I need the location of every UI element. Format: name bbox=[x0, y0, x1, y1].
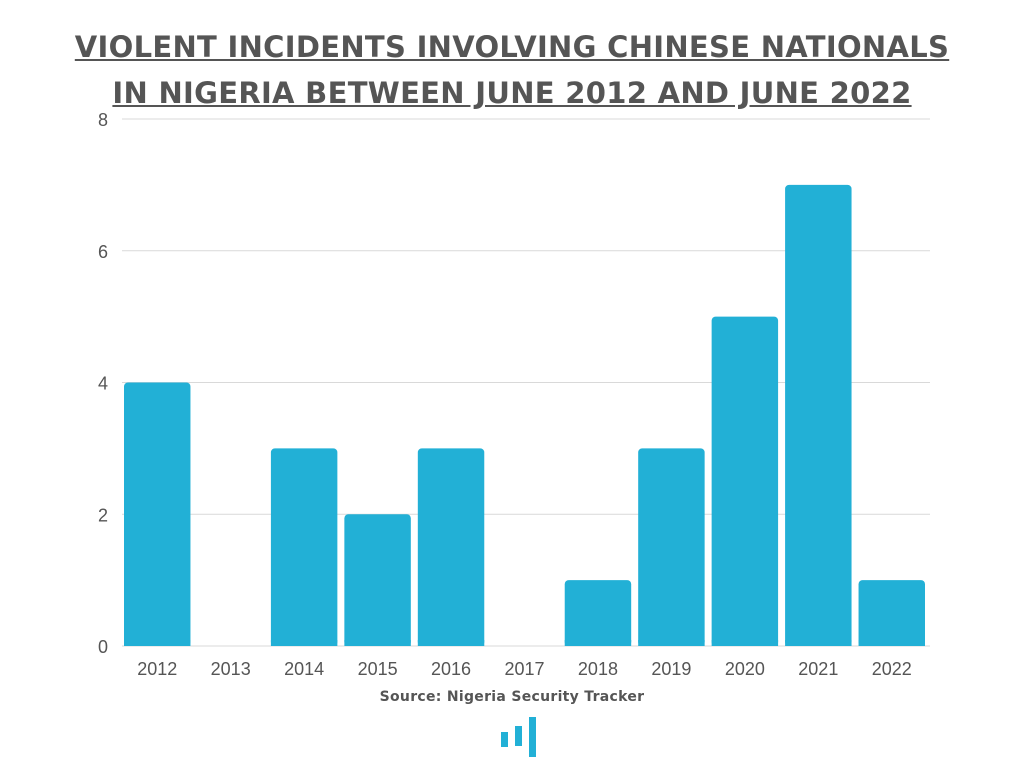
x-tick-label: 2015 bbox=[358, 659, 398, 679]
y-tick-label: 8 bbox=[98, 110, 108, 130]
y-tick-label: 6 bbox=[98, 242, 108, 262]
x-tick-label: 2022 bbox=[872, 659, 912, 679]
bar-base-2014 bbox=[270, 640, 338, 646]
bar-2019 bbox=[638, 448, 705, 646]
x-tick-label: 2012 bbox=[137, 659, 177, 679]
bar-2012 bbox=[124, 382, 191, 646]
x-tick-label: 2014 bbox=[284, 659, 324, 679]
chart-title-line-2: IN NIGERIA BETWEEN JUNE 2012 AND JUNE 20… bbox=[112, 76, 912, 110]
x-tick-label: 2017 bbox=[504, 659, 544, 679]
bar-logo-icon bbox=[501, 717, 536, 757]
x-tick-label: 2018 bbox=[578, 659, 618, 679]
bar-2021 bbox=[785, 184, 852, 646]
y-tick-label: 2 bbox=[98, 505, 108, 525]
x-tick-label: 2019 bbox=[651, 659, 691, 679]
bar-base-2021 bbox=[785, 640, 852, 646]
x-tick-label: 2016 bbox=[431, 659, 471, 679]
bar-base-2022 bbox=[858, 640, 925, 646]
bar-2022 bbox=[858, 580, 925, 646]
bar-base-2016 bbox=[417, 640, 485, 646]
y-tick-label: 4 bbox=[98, 374, 108, 394]
bar-base-2018 bbox=[564, 640, 632, 646]
x-tick-label: 2021 bbox=[798, 659, 838, 679]
bar-2020 bbox=[711, 316, 779, 646]
bar-base-2020 bbox=[711, 640, 779, 646]
bar-2014 bbox=[270, 448, 338, 646]
x-tick-label: 2020 bbox=[725, 659, 765, 679]
source-note: Source: Nigeria Security Tracker bbox=[379, 689, 645, 705]
x-tick-label: 2013 bbox=[211, 659, 251, 679]
bar-base-2019 bbox=[638, 640, 705, 646]
y-tick-label: 0 bbox=[98, 637, 108, 657]
bar-2016 bbox=[417, 448, 485, 646]
bar-2015 bbox=[344, 514, 411, 646]
bar-base-2012 bbox=[124, 640, 191, 646]
bar-base-2015 bbox=[344, 640, 411, 646]
bar-2018 bbox=[564, 580, 632, 646]
chart-title: VIOLENT INCIDENTS INVOLVING CHINESE NATI… bbox=[0, 24, 1024, 116]
chart-title-line-1: VIOLENT INCIDENTS INVOLVING CHINESE NATI… bbox=[74, 30, 950, 64]
